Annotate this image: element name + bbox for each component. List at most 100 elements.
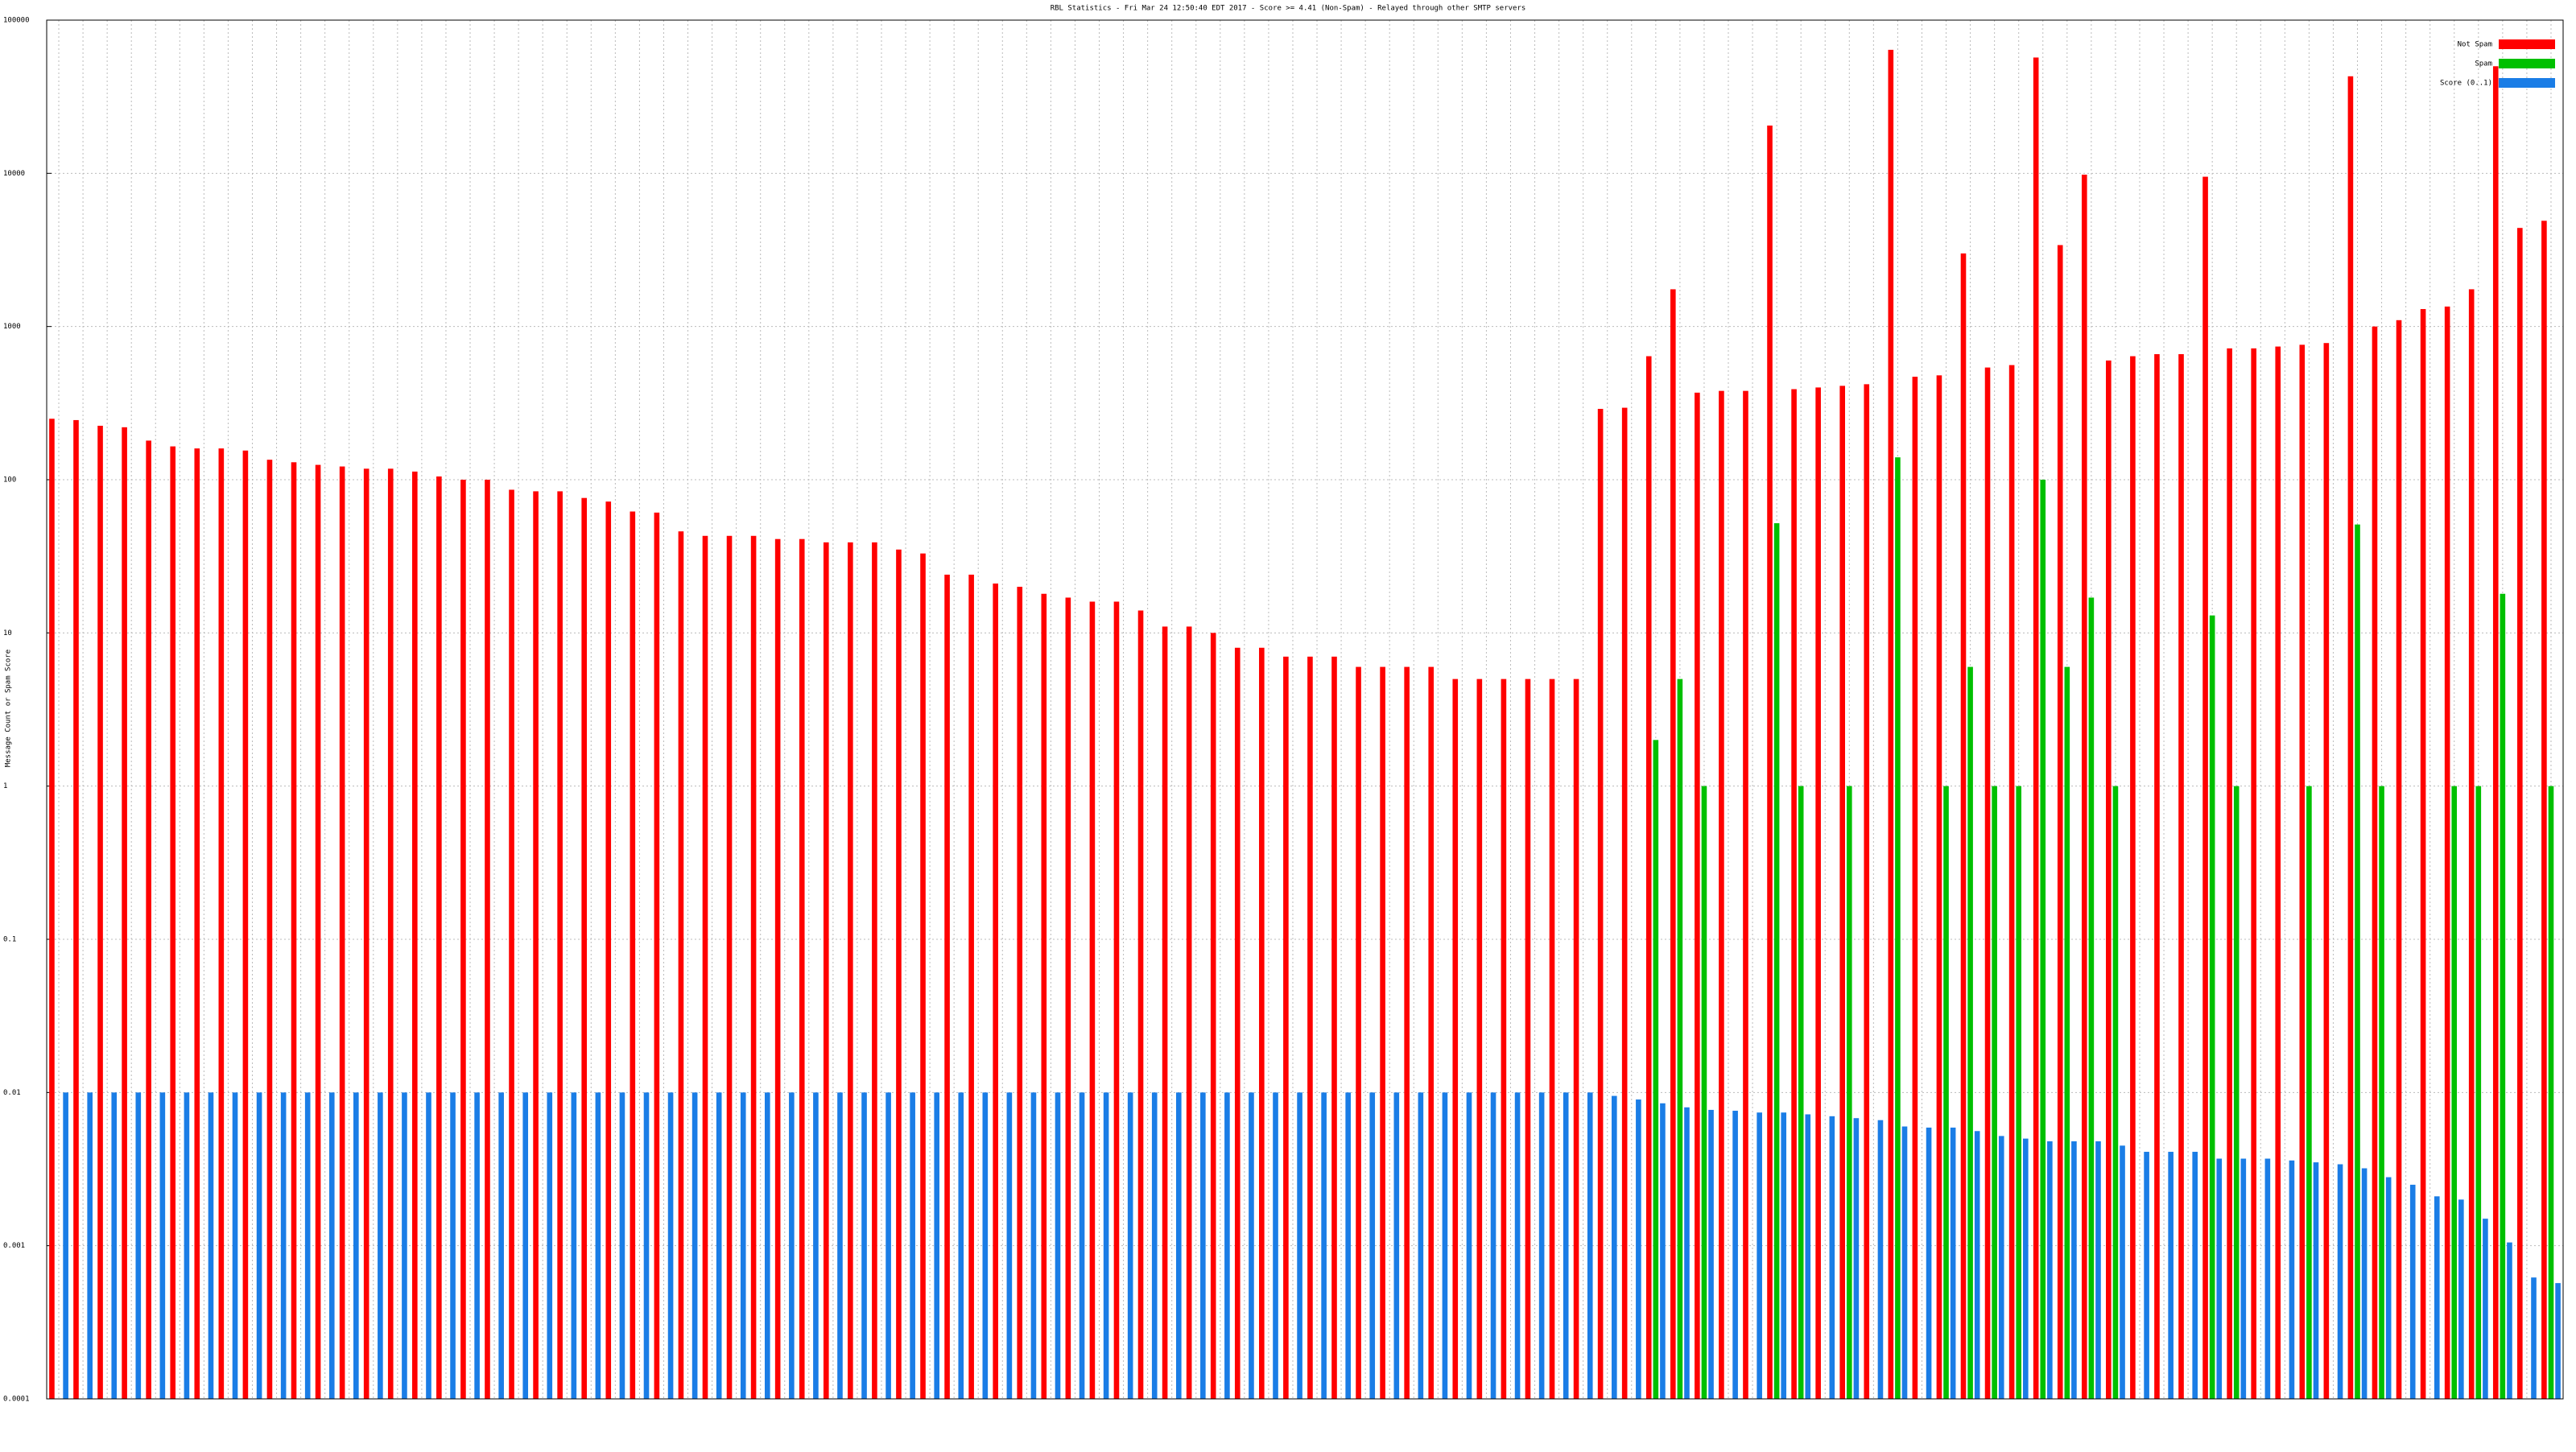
bar	[2468, 289, 2475, 1399]
bar	[2458, 1199, 2464, 1399]
bar	[2033, 57, 2039, 1400]
bar	[2507, 1242, 2512, 1399]
bar	[2379, 786, 2384, 1399]
bar	[1719, 390, 1724, 1400]
y-tick-label: 0.0001	[3, 1396, 30, 1404]
bar	[2251, 348, 2256, 1399]
bar	[2112, 786, 2119, 1399]
bar	[581, 497, 588, 1400]
bar	[111, 1092, 118, 1399]
bar	[2106, 360, 2112, 1400]
bar	[1839, 386, 1846, 1399]
bar	[1476, 679, 1483, 1399]
bar	[1030, 1092, 1037, 1399]
bar	[2355, 524, 2360, 1399]
bar	[702, 535, 708, 1399]
bar	[2492, 66, 2499, 1400]
bar	[1501, 679, 1507, 1399]
bar	[1732, 1111, 1738, 1399]
bar	[1984, 367, 1991, 1399]
bar	[1307, 656, 1313, 1399]
bar	[968, 574, 974, 1399]
bar	[1259, 647, 1265, 1399]
bar	[1998, 1136, 2004, 1399]
legend-label: Score (0..1)	[2440, 80, 2492, 88]
bar	[774, 538, 781, 1399]
bar	[436, 476, 442, 1399]
bar	[1137, 610, 1144, 1399]
bar	[557, 491, 563, 1400]
bar	[378, 1092, 383, 1399]
bar	[2434, 1196, 2440, 1399]
bar	[218, 448, 225, 1399]
bar	[1428, 666, 1435, 1399]
bar	[2209, 615, 2215, 1399]
bar	[643, 1092, 650, 1399]
bar	[1404, 666, 1410, 1399]
bar	[242, 450, 249, 1399]
bar	[2168, 1152, 2174, 1399]
bar	[2306, 786, 2312, 1399]
bar	[411, 471, 418, 1399]
legend-swatch	[2499, 78, 2555, 88]
y-axis-label: Message Count or Spam Score	[5, 650, 13, 767]
bar	[1525, 679, 1531, 1399]
bar	[291, 462, 297, 1400]
bar	[1791, 389, 1797, 1399]
bar	[1587, 1092, 1593, 1399]
bar	[184, 1092, 190, 1399]
bar	[402, 1092, 407, 1399]
bar	[1563, 1092, 1569, 1399]
bar	[2178, 354, 2184, 1400]
bar	[1186, 626, 1192, 1399]
bar	[1175, 1092, 1182, 1399]
bar	[1805, 1114, 1811, 1399]
bar	[122, 427, 127, 1399]
bar	[1781, 1112, 1787, 1399]
bar	[2409, 1184, 2416, 1399]
bar	[1297, 1092, 1302, 1399]
bar	[1743, 390, 1748, 1400]
bar	[522, 1092, 529, 1399]
bar	[194, 448, 200, 1399]
bar	[1888, 49, 1894, 1400]
bar	[896, 549, 902, 1399]
bar	[1612, 1095, 1617, 1399]
bar	[2264, 1158, 2271, 1399]
bar	[726, 535, 733, 1399]
bar	[1162, 626, 1168, 1399]
bar	[1345, 1092, 1351, 1399]
bar	[789, 1092, 795, 1399]
bar	[1943, 786, 1949, 1399]
bar	[2299, 344, 2306, 1399]
bar	[595, 1092, 601, 1399]
bar	[1670, 289, 1676, 1399]
bar	[1767, 125, 1773, 1399]
y-tick-label: 10	[3, 629, 12, 637]
bar	[2451, 786, 2458, 1399]
bar	[2064, 666, 2070, 1399]
bar	[1200, 1092, 1206, 1399]
bar	[1815, 387, 1821, 1399]
bar	[1974, 1131, 1980, 1399]
bar	[740, 1092, 746, 1399]
bar	[2361, 1168, 2368, 1399]
legend-label: Spam	[2475, 60, 2492, 68]
bar	[1636, 1099, 1641, 1399]
bar	[1653, 740, 1659, 1399]
bar	[2016, 786, 2022, 1399]
bar	[2130, 356, 2136, 1399]
bar	[2396, 320, 2402, 1399]
bar	[2022, 1138, 2029, 1399]
bar	[1912, 377, 1918, 1399]
bar	[2240, 1158, 2247, 1399]
bar	[750, 535, 757, 1399]
bar	[2227, 348, 2232, 1399]
bar	[460, 480, 466, 1399]
bar	[2275, 346, 2281, 1399]
bar	[280, 1092, 287, 1399]
bar	[1369, 1092, 1376, 1399]
bar	[1621, 407, 1628, 1400]
bar	[764, 1092, 770, 1399]
bar	[2047, 1141, 2053, 1399]
